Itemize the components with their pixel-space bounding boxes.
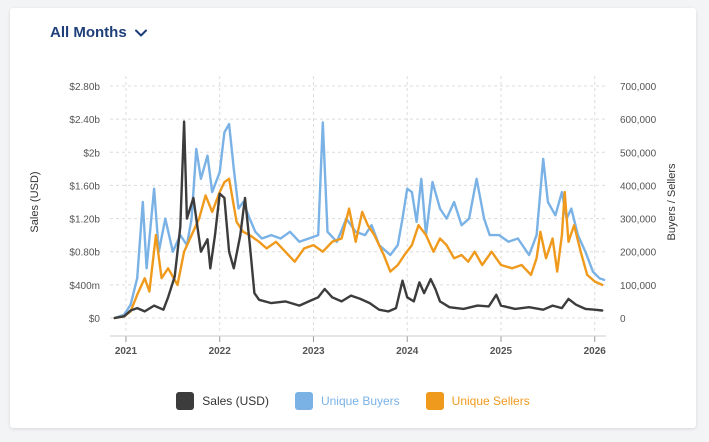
y-right-tick-label: 200,000: [620, 248, 657, 259]
legend-swatch-sales: [176, 392, 195, 410]
legend-label-buyers: Unique Buyers: [320, 394, 400, 408]
legend-item-sales[interactable]: Sales (USD): [176, 392, 269, 410]
series-line-buyers: [113, 121, 606, 320]
x-tick-label: 2021: [115, 346, 138, 357]
series-line-sellers: [113, 177, 604, 320]
series-line-sales: [113, 120, 604, 320]
y-left-axis-title: Sales (USD): [29, 171, 41, 232]
chart-legend: Sales (USD) Unique Buyers Unique Sellers: [10, 392, 696, 410]
y-left-tick-label: $1.20b: [69, 215, 100, 226]
y-left-tick-label: $2b: [83, 148, 100, 159]
y-right-tick-label: 0: [620, 314, 626, 325]
x-tick-label: 2023: [302, 346, 325, 357]
y-right-tick-label: 700,000: [620, 82, 657, 93]
y-right-tick-label: 400,000: [620, 181, 657, 192]
y-left-tick-label: $400m: [69, 281, 100, 292]
legend-swatch-sellers: [425, 392, 444, 410]
x-tick-label: 2026: [584, 346, 607, 357]
y-right-tick-label: 100,000: [620, 281, 657, 292]
y-right-axis-title: Buyers / Sellers: [666, 163, 678, 241]
x-tick-label: 2024: [396, 346, 419, 357]
legend-label-sellers: Unique Sellers: [451, 394, 530, 408]
y-left-tick-label: $0: [89, 314, 101, 325]
chevron-down-icon: [134, 29, 147, 36]
legend-item-sellers[interactable]: Unique Sellers: [425, 392, 530, 410]
period-label: All Months: [50, 24, 127, 41]
y-left-tick-label: $2.40b: [69, 115, 100, 126]
period-dropdown[interactable]: All Months: [50, 24, 147, 41]
y-right-tick-label: 600,000: [620, 115, 657, 126]
x-tick-label: 2025: [490, 346, 513, 357]
y-right-tick-label: 300,000: [620, 215, 657, 226]
legend-label-sales: Sales (USD): [202, 394, 269, 408]
y-left-tick-label: $1.60b: [69, 181, 100, 192]
y-right-tick-label: 500,000: [620, 148, 657, 159]
line-chart: $0 $400m $0.80b $1.20b $1.60b $2b $2.40b $2.80b…: [29, 76, 678, 357]
y-left-tick-label: $0.80b: [69, 248, 100, 259]
legend-swatch-buyers: [294, 392, 313, 410]
legend-item-buyers[interactable]: Unique Buyers: [294, 392, 400, 410]
x-tick-label: 2022: [209, 346, 232, 357]
chart-card: All Months $0 $400m $0.80b $1.20b $1.60b $2b $…: [10, 8, 696, 428]
y-left-tick-label: $2.80b: [69, 82, 100, 93]
